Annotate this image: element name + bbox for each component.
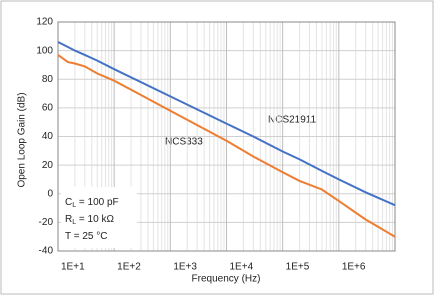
- condition-sub: L: [72, 219, 76, 226]
- x-tick-label: 1E+1: [61, 262, 85, 273]
- series-line: [57, 41, 396, 207]
- y-tick-label: 100: [36, 45, 53, 56]
- condition-sub: L: [72, 202, 76, 209]
- condition-main: C: [65, 197, 72, 208]
- condition-main: T = 25 °C: [65, 231, 107, 242]
- condition-rest: = 10 kΩ: [76, 214, 114, 225]
- y-tick-label: 40: [42, 131, 54, 142]
- series-line: [57, 54, 396, 238]
- x-tick-label: 1E+2: [117, 262, 141, 273]
- y-tick-label: 80: [42, 74, 54, 85]
- y-tick-label: 60: [42, 103, 54, 114]
- y-axis-title: Open Loop Gain (dB): [17, 92, 28, 187]
- series-annotation: NCS333: [165, 137, 203, 148]
- condition-main: R: [65, 214, 72, 225]
- y-tick-label: -20: [39, 217, 54, 228]
- x-tick-label: 1E+3: [173, 262, 197, 273]
- series-annotation: NCS21911: [268, 115, 317, 126]
- condition-text: RL = 10 kΩ: [65, 214, 114, 226]
- x-tick-label: 1E+5: [286, 262, 310, 273]
- condition-rest: = 100 pF: [76, 197, 119, 208]
- y-tick-label: 20: [42, 160, 54, 171]
- x-tick-label: 1E+6: [342, 262, 366, 273]
- x-axis-title: Frequency (Hz): [192, 274, 261, 285]
- conditions-box: [61, 187, 137, 248]
- y-tick-label: 120: [36, 17, 53, 28]
- x-tick-label: 1E+4: [230, 262, 254, 273]
- condition-text: T = 25 °C: [65, 231, 107, 242]
- plot-area: [57, 21, 396, 252]
- condition-text: CL = 100 pF: [65, 197, 119, 209]
- y-tick-label: 0: [47, 188, 53, 199]
- y-tick-label: -40: [39, 246, 54, 257]
